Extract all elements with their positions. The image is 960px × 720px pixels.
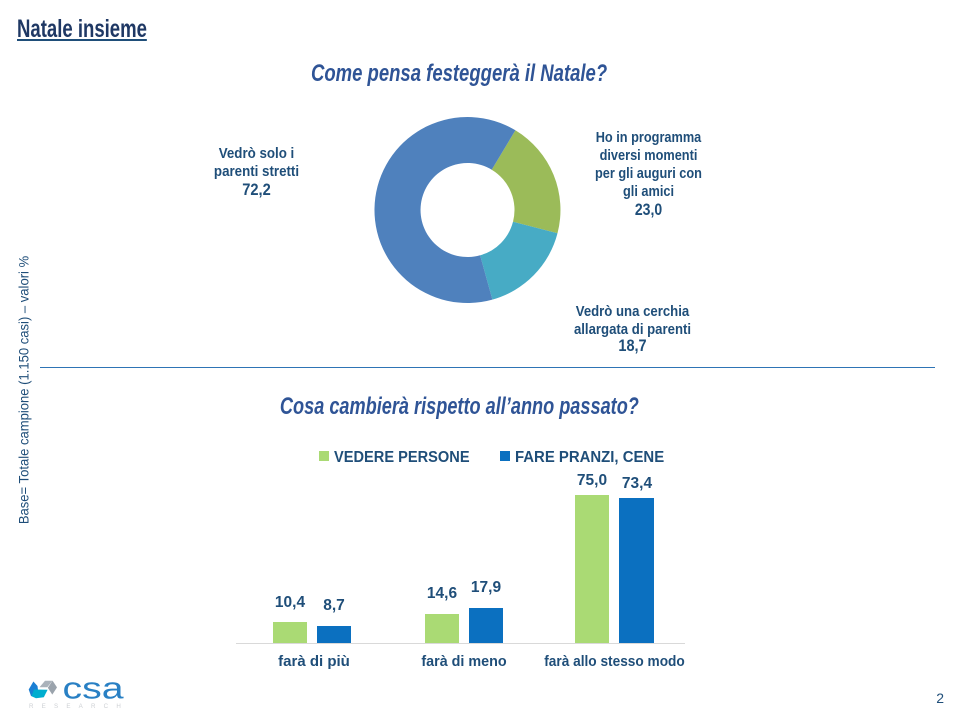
svg-text:csa: csa	[63, 671, 125, 706]
svg-text:RESEARCH: RESEARCH	[29, 703, 129, 710]
